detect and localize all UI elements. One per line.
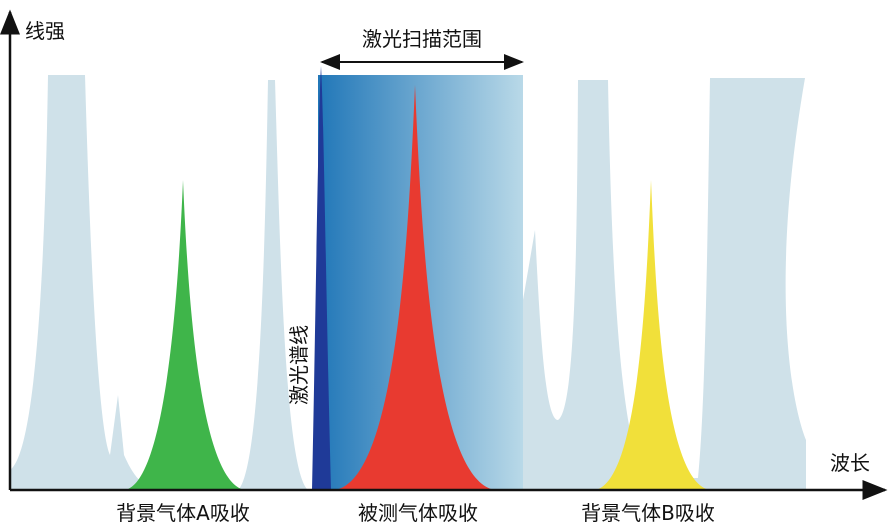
peak-a <box>125 180 245 490</box>
peak-target <box>335 85 495 490</box>
scan-label: 激光扫描范围 <box>362 27 482 51</box>
y-label: 线强 <box>25 19 65 43</box>
laser-line <box>312 66 331 490</box>
laser-label: 激光谱线 <box>287 325 311 405</box>
peak-b <box>595 180 710 490</box>
label-target: 被测气体吸收 <box>358 501 478 525</box>
background-peaks <box>10 75 806 490</box>
label-b: 背景气体B吸收 <box>581 501 715 525</box>
x-label: 波长 <box>830 451 870 475</box>
label-a: 背景气体A吸收 <box>116 501 250 525</box>
